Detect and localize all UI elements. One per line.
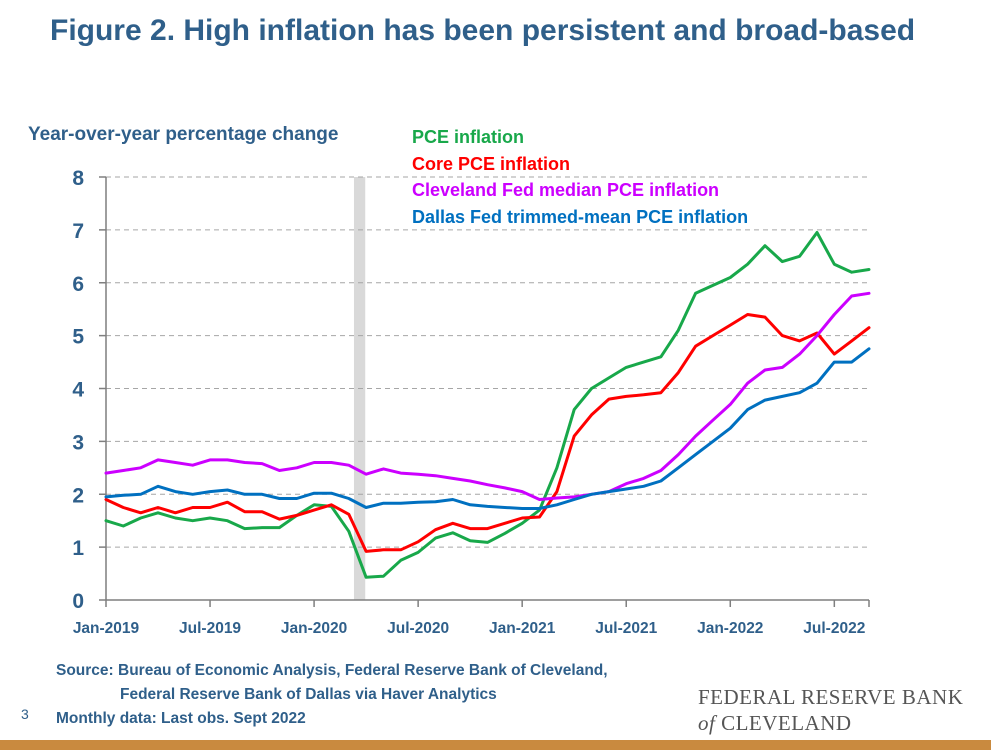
- fed-cleveland-logo: FEDERAL RESERVE BANK of CLEVELAND: [698, 684, 963, 736]
- y-tick-label: 4: [72, 379, 84, 402]
- y-tick-label: 2: [72, 484, 84, 507]
- legend-item-core-pce: Core PCE inflation: [412, 153, 571, 174]
- source-note: Source: Bureau of Economic Analysis, Fed…: [56, 659, 608, 731]
- legend-item-pce: PCE inflation: [412, 127, 524, 147]
- median-pce-line: [104, 291, 871, 501]
- logo-line-2: CLEVELAND: [721, 711, 852, 735]
- y-tick-label: 3: [72, 431, 84, 454]
- pce-line: [104, 231, 871, 579]
- data-note: Monthly data: Last obs. Sept 2022: [56, 710, 306, 727]
- y-tick-label: 5: [72, 326, 84, 349]
- y-tick-label: 6: [72, 273, 84, 296]
- y-axis-label: Year-over-year percentage change: [28, 124, 339, 145]
- source-line-2: Federal Reserve Bank of Dallas via Haver…: [120, 686, 497, 703]
- x-tick-label: Jul-2019: [179, 620, 241, 637]
- y-tick-label: 8: [72, 167, 84, 190]
- x-tick-label: Jul-2022: [803, 620, 865, 637]
- x-tick-label: Jan-2021: [489, 620, 556, 637]
- y-tick-label: 1: [72, 537, 84, 560]
- figure-title: Figure 2. High inflation has been persis…: [50, 14, 916, 47]
- page-number: 3: [21, 706, 29, 722]
- x-tick-label: Jan-2020: [281, 620, 347, 637]
- logo-of: of: [698, 711, 716, 735]
- x-tick-label: Jan-2022: [697, 620, 763, 637]
- x-tick-label: Jul-2020: [387, 620, 449, 637]
- legend-item-median-pce: Cleveland Fed median PCE inflation: [412, 180, 720, 200]
- chart-legend: PCE inflation Core PCE inflation Clevela…: [412, 124, 748, 230]
- y-tick-label: 7: [72, 220, 84, 243]
- logo-line-1: FEDERAL RESERVE BANK: [698, 685, 964, 709]
- x-tick-label: Jul-2021: [595, 620, 657, 637]
- trimmed-mean-pce-line: [104, 347, 871, 510]
- bottom-accent-bar: [0, 740, 991, 750]
- y-tick-label: 0: [72, 590, 84, 613]
- core-pce-line: [104, 313, 871, 553]
- x-tick-label: Jan-2019: [73, 620, 140, 637]
- legend-item-trimmed-mean-pce: Dallas Fed trimmed-mean PCE inflation: [412, 206, 749, 227]
- source-line-1: Source: Bureau of Economic Analysis, Fed…: [56, 662, 608, 679]
